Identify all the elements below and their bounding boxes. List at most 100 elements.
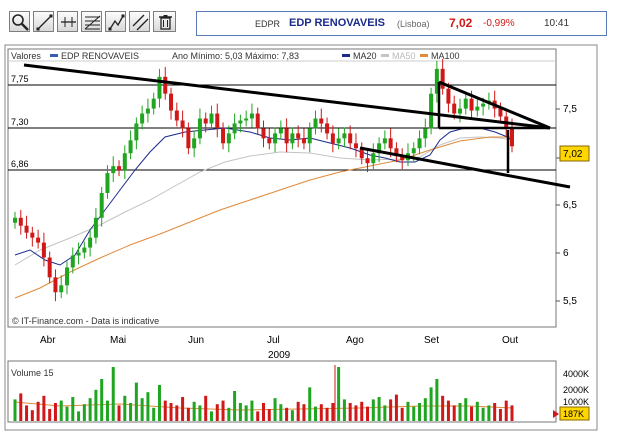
- volume-bar: [186, 407, 190, 421]
- volume-bar: [82, 404, 86, 421]
- volume-bar: [435, 379, 439, 421]
- candle-up: [111, 166, 116, 174]
- volume-bar: [117, 405, 121, 421]
- volume-bar: [354, 405, 358, 421]
- candle-up: [411, 148, 416, 154]
- volume-bar: [88, 398, 92, 421]
- volume-bar: [377, 397, 381, 421]
- zoom-icon[interactable]: [9, 11, 30, 32]
- candle-down: [53, 277, 58, 293]
- candle-up: [313, 118, 318, 129]
- volume-bar: [464, 398, 468, 421]
- candle-up: [238, 120, 243, 124]
- candle-down: [446, 88, 451, 104]
- volume-bar: [423, 398, 427, 421]
- volume-bar: [389, 399, 393, 421]
- candle-up: [481, 103, 486, 107]
- candle-up: [273, 133, 278, 144]
- volume-bar: [192, 401, 196, 421]
- volume-bar: [48, 409, 52, 421]
- quote-exchange: (Lisboa): [397, 19, 430, 29]
- last-price-badge: [559, 145, 590, 162]
- zigzag-icon[interactable]: [105, 11, 126, 32]
- candle-up: [59, 285, 64, 293]
- trash-icon[interactable]: [153, 11, 176, 32]
- candle-up: [192, 138, 197, 149]
- candle-down: [348, 133, 353, 144]
- volume-bar: [233, 391, 237, 421]
- line-icon[interactable]: [33, 11, 54, 32]
- candle-up: [151, 98, 156, 109]
- volume-bar: [406, 401, 410, 421]
- candle-down: [452, 103, 457, 114]
- year-label: 2009: [268, 350, 291, 361]
- candle-up: [371, 153, 376, 164]
- volume-bar: [100, 379, 104, 421]
- candle-down: [365, 158, 370, 164]
- volume-bar: [123, 395, 127, 421]
- legend-ma100: MA100: [431, 51, 460, 61]
- volume-bar: [296, 401, 300, 421]
- last-price-label: 7,02: [563, 149, 583, 160]
- volume-bar: [25, 405, 29, 421]
- candle-up: [232, 123, 237, 134]
- candle-up: [377, 143, 382, 154]
- legend-swatch-ma100: [420, 54, 428, 57]
- price-tick: 7,5: [563, 104, 577, 115]
- price-tick: 6,5: [563, 200, 577, 211]
- candle-down: [36, 237, 41, 243]
- volume-bar: [42, 395, 46, 421]
- fibonacci-icon[interactable]: [81, 11, 102, 32]
- candle-down: [174, 110, 179, 121]
- volume-bar: [510, 405, 514, 421]
- volume-bar: [429, 387, 433, 421]
- reference-lines: 7,75 7,30 6,86: [8, 74, 556, 171]
- candle-up: [13, 217, 17, 223]
- candle-down: [41, 242, 46, 258]
- quote-price: 7,02: [449, 16, 473, 30]
- price-panel: [7, 48, 557, 328]
- candle-down: [169, 93, 174, 111]
- hline-label-730: 7,30: [11, 117, 29, 127]
- candle-down: [325, 123, 330, 134]
- candle-up: [209, 113, 214, 124]
- candle-up: [128, 140, 133, 154]
- candle-up: [278, 128, 283, 134]
- volume-bar: [59, 400, 63, 421]
- volume-bar: [36, 401, 40, 421]
- candle-up: [423, 128, 428, 139]
- volume-label: Volume 15: [11, 368, 54, 378]
- candle-down: [163, 76, 168, 94]
- ma100-line: [14, 136, 512, 299]
- volume-bar: [152, 407, 156, 421]
- volume-bar: [348, 403, 352, 421]
- candle-down: [30, 232, 35, 238]
- parallel-lines-icon[interactable]: [57, 11, 78, 32]
- month-label: Jun: [188, 335, 204, 346]
- volume-bar: [256, 411, 260, 421]
- volume-axis: 4000K 2000K 1000K 187K: [553, 369, 590, 421]
- candle-down: [400, 156, 405, 161]
- volume-bar: [175, 405, 179, 421]
- month-label: Ago: [346, 335, 364, 346]
- candle-up: [434, 68, 439, 94]
- volume-bar: [238, 403, 242, 421]
- candle-up: [76, 252, 81, 256]
- candle-down: [284, 128, 289, 144]
- volume-bar: [250, 400, 254, 421]
- volume-bar: [157, 385, 161, 421]
- candle-down: [498, 108, 503, 117]
- candle-down: [180, 120, 185, 129]
- legend-range: Ano Mínimo: 5,03 Máximo: 7,83: [172, 51, 299, 61]
- volume-bar: [342, 399, 346, 421]
- channel-icon[interactable]: [129, 11, 150, 32]
- volume-bar: [418, 403, 422, 421]
- volume-bar: [13, 399, 17, 421]
- candle-up: [290, 133, 295, 144]
- volume-bar: [285, 407, 289, 421]
- volume-bar: [337, 367, 341, 421]
- candle-up: [429, 93, 434, 129]
- quote-symbol: EDPR: [255, 19, 281, 29]
- candle-down: [353, 143, 358, 149]
- volume-bar: [394, 394, 398, 421]
